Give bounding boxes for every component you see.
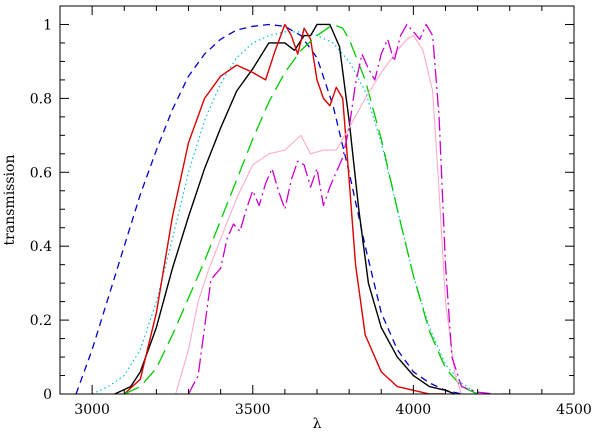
x-tick-label: 4000 (396, 402, 432, 418)
x-tick-label: 3500 (235, 402, 271, 418)
series-layer (75, 23, 510, 394)
series-line-5 (123, 23, 478, 394)
series-line-3 (114, 23, 456, 394)
y-tick-label: 0 (43, 387, 52, 403)
series-line-4 (123, 23, 446, 394)
ticks-layer: 3000 3500 4000 4500 0 0.2 0.4 0.6 0.8 1 (30, 5, 592, 418)
x-tick-label: 3000 (74, 402, 110, 418)
y-tick-label: 0.8 (30, 91, 52, 107)
y-tick-label: 1 (43, 17, 52, 33)
y-tick-label: 0.2 (30, 313, 52, 329)
x-tick-label: 4500 (556, 402, 592, 418)
series-line-6 (175, 35, 463, 394)
series-line-2 (91, 31, 478, 394)
y-tick-label: 0.4 (30, 239, 52, 255)
x-axis-label: λ (313, 416, 322, 432)
y-tick-label: 0.6 (30, 165, 52, 181)
series-line-7 (187, 23, 510, 394)
plot-frame (59, 5, 575, 395)
series-line-1 (75, 23, 462, 394)
y-axis-label: transmission (2, 155, 18, 246)
